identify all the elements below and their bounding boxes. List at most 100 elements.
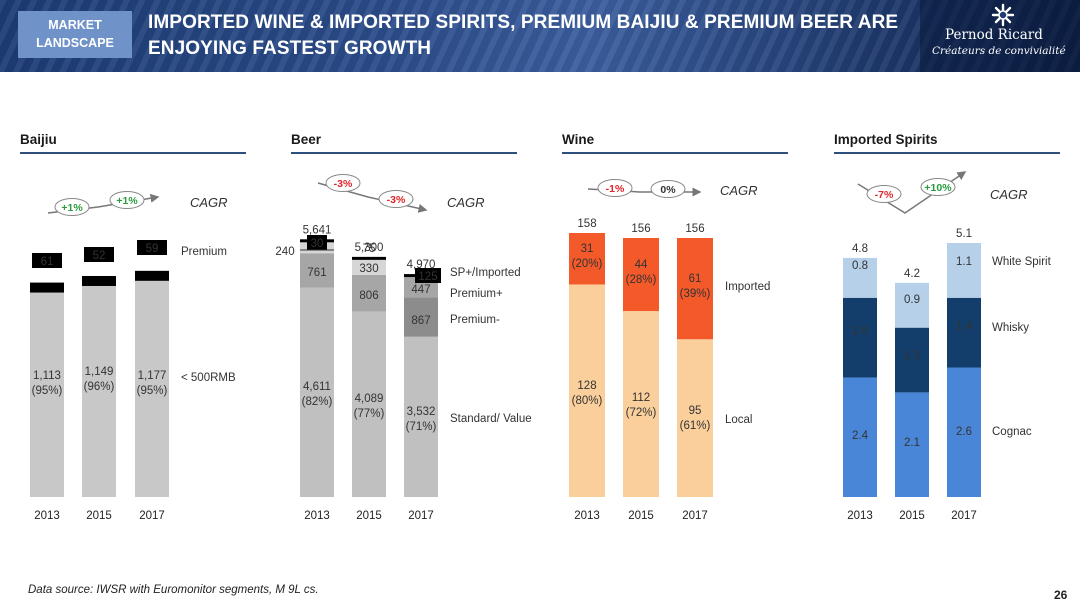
bar-baijiu-2015-premium — [82, 275, 116, 286]
cagr-value: +1% — [116, 195, 138, 207]
segment-label: 4,611 (82%) — [302, 381, 333, 408]
segment-label: 1.1 — [956, 256, 972, 268]
bar-baijiu-2017-premium — [135, 270, 169, 281]
x-tick-label: 2013 — [34, 510, 60, 522]
x-tick-label: 2017 — [682, 510, 708, 522]
segment-label: 1.6 — [852, 325, 868, 337]
bar-wine-2013-local — [569, 284, 605, 497]
segment-label: 2.6 — [956, 426, 972, 438]
cagr-value: -1% — [606, 183, 625, 195]
cagr-label: CAGR — [190, 195, 228, 210]
cagr-bubble — [325, 174, 361, 192]
bar-imported-spirits-2015-white-spirit — [895, 282, 929, 328]
segment-label: 1.4 — [956, 321, 973, 333]
cagr-bubble — [866, 185, 902, 203]
segment-label: 1.3 — [904, 350, 920, 362]
page-title-line1: IMPORTED WINE & IMPORTED SPIRITS, PREMIU… — [148, 12, 899, 33]
bar-beer-2015-sp-imported — [352, 259, 386, 275]
segment-label: 4,089 (77%) — [354, 393, 385, 420]
segment-label: 112 (72%) — [626, 392, 657, 419]
x-tick-label: 2015 — [899, 510, 925, 522]
bar-baijiu-2017--500rmb — [135, 280, 169, 497]
total-label: 158 — [577, 218, 596, 230]
premium-value: 52 — [93, 250, 106, 262]
bar-wine-2015-imported — [623, 237, 659, 312]
bar-baijiu-2015--500rmb — [82, 285, 116, 497]
segment-label: 95 (61%) — [680, 405, 711, 432]
x-tick-label: 2017 — [408, 510, 434, 522]
bar-baijiu-2013--500rmb — [30, 292, 64, 497]
premium-value: 59 — [146, 243, 159, 255]
segment-label: 806 — [359, 290, 378, 302]
bar-imported-spirits-2013-cognac — [843, 377, 877, 497]
segment-label: 1,149 (96%) — [84, 366, 115, 393]
premium-badge — [84, 247, 114, 262]
segment-label: 447 — [411, 284, 430, 296]
top-value: 30 — [311, 238, 324, 250]
segment-label: 0.9 — [904, 294, 920, 306]
cagr-bubble — [650, 180, 686, 198]
segment-label: 0.8 — [852, 260, 868, 272]
section-tag: MARKET LANDSCAPE — [18, 11, 132, 58]
bar-beer-2015-top — [352, 256, 386, 260]
segment-label: 44 (28%) — [626, 259, 657, 286]
wine-rule — [562, 152, 788, 154]
x-tick-label: 2015 — [628, 510, 654, 522]
total-label: 5.1 — [956, 228, 972, 240]
legend-premium: Premium — [181, 246, 227, 258]
total-label: 156 — [631, 223, 650, 235]
cagr-bubble — [54, 198, 90, 216]
x-tick-label: 2013 — [847, 510, 873, 522]
cagr-bubble — [109, 191, 145, 209]
bar-imported-spirits-2015-cognac — [895, 392, 929, 497]
imported-spirits-rule — [834, 152, 1060, 154]
segment-label: 2.4 — [852, 430, 869, 442]
bar-imported-spirits-2017-white-spirit — [947, 243, 981, 298]
segment-label: 61 (39%) — [680, 273, 711, 300]
x-tick-label: 2017 — [951, 510, 977, 522]
page-number: 26 — [1054, 588, 1068, 602]
baijiu-title: Baijiu — [20, 132, 57, 147]
imported-spirits-title: Imported Spirits — [834, 132, 938, 147]
header-banner — [0, 0, 1080, 72]
segment-label: 31 (20%) — [572, 243, 603, 270]
cagr-value: +1% — [61, 202, 83, 214]
bar-beer-2017-standard-value — [404, 336, 438, 497]
premium-badge — [137, 240, 167, 255]
data-source-note: Data source: IWSR with Euromonitor segme… — [28, 584, 319, 596]
bar-imported-spirits-2017-whisky — [947, 297, 981, 368]
page-title-line2: ENJOYING FASTEST GROWTH — [148, 38, 432, 59]
premium-value: 61 — [41, 256, 54, 268]
cagr-value: -3% — [334, 178, 353, 190]
legend-cognac: Cognac — [992, 426, 1032, 438]
segment-label: 240 — [275, 246, 294, 258]
x-tick-label: 2013 — [574, 510, 600, 522]
wine-title: Wine — [562, 132, 595, 147]
segment-label: 1,113 (95%) — [32, 370, 63, 397]
bar-beer-2013-standard-value — [300, 287, 334, 497]
top-value: 75 — [363, 243, 376, 255]
cagr-value: +10% — [924, 182, 952, 194]
brand-star-icon — [991, 3, 1015, 27]
cagr-bubble — [378, 190, 414, 208]
cagr-label: CAGR — [720, 183, 758, 198]
bar-wine-2015-local — [623, 311, 659, 497]
bar-wine-2017-imported — [677, 237, 713, 340]
segment-label: 330 — [359, 263, 378, 275]
x-tick-label: 2015 — [86, 510, 112, 522]
x-tick-label: 2017 — [139, 510, 165, 522]
cagr-bubble — [597, 179, 633, 197]
bar-imported-spirits-2013-white-spirit — [843, 257, 877, 298]
segment-label: 1,177 (95%) — [137, 370, 168, 397]
legend-premium-plus: Premium+ — [450, 288, 503, 300]
bar-baijiu-2013-premium — [30, 282, 64, 293]
bar-beer-2017-premium- — [404, 297, 438, 337]
legend-standard-value: Standard/ Value — [450, 413, 532, 425]
banner-texture — [0, 0, 1080, 72]
section-tag-line2: LANDSCAPE — [36, 36, 114, 50]
premium-badge — [32, 253, 62, 268]
segment-label: 867 — [411, 315, 430, 327]
total-label: 5,300 — [355, 242, 384, 254]
legend-white-spirit: White Spirit — [992, 256, 1052, 268]
